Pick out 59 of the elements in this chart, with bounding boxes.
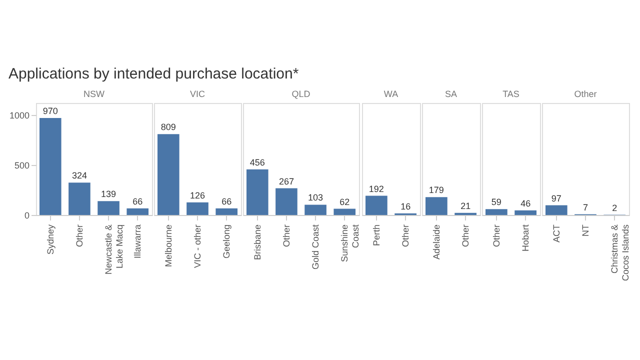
bar [246, 169, 268, 215]
x-tick-label: Illawarra [132, 224, 143, 259]
data-label: 66 [132, 196, 143, 206]
data-label: 21 [460, 200, 471, 211]
data-label: 97 [551, 193, 562, 204]
data-label: 46 [520, 198, 531, 208]
x-tick-label: NT [580, 224, 590, 236]
data-label: 59 [491, 197, 502, 208]
x-tick-label: Brisbane [252, 224, 262, 260]
y-tick-label: 0 [24, 210, 30, 220]
x-axis-title: VIC [190, 89, 206, 99]
x-tick-label: Perth [371, 224, 382, 246]
y-tick-label: 1000 [9, 110, 30, 120]
chart-title: Applications by intended purchase location* [8, 66, 299, 82]
data-label: 324 [72, 170, 87, 181]
data-label: 267 [278, 176, 294, 186]
x-axis-title: QLD [292, 89, 311, 99]
x-tick-label: Adelaide [431, 224, 442, 260]
data-label: 456 [250, 157, 265, 168]
data-label: 66 [222, 196, 232, 206]
data-label: 2 [612, 202, 618, 213]
x-axis-title: Other [574, 89, 597, 99]
x-axis-title: WA [384, 89, 398, 99]
data-label: 179 [428, 185, 444, 196]
x-axis-title: TAS [502, 89, 520, 99]
x-axis-title: SA [444, 89, 458, 99]
x-tick-label: Gold Coast [310, 224, 321, 270]
x-tick-label: Melbourne [163, 224, 174, 268]
x-tick-label: Other [460, 224, 471, 248]
x-tick-label: ACT [551, 224, 562, 242]
x-tick-label: Other [74, 224, 84, 248]
x-tick-label: Other [281, 224, 292, 248]
x-tick-label: Hobart [520, 224, 531, 252]
y-tick-label: 500 [14, 160, 30, 170]
data-label: 139 [101, 189, 116, 200]
x-tick-label: VIC - other [192, 224, 202, 268]
x-axis-title: NSW [84, 89, 105, 99]
bar [126, 208, 149, 215]
x-tick-label: Christmas & Cocos Islands [610, 224, 631, 282]
data-label: 62 [340, 196, 350, 207]
bar [68, 182, 90, 215]
data-label: 103 [308, 192, 324, 203]
bar [276, 188, 298, 215]
x-tick-label: Other [491, 224, 502, 248]
data-label: 970 [42, 106, 58, 116]
bar [334, 208, 356, 215]
x-tick-label: Other [400, 224, 411, 248]
x-tick-label: Sunshine Coast [340, 224, 361, 262]
bar [39, 118, 62, 215]
data-label: 192 [368, 184, 384, 194]
bar [98, 201, 120, 215]
x-tick-label: Sydney [45, 224, 56, 255]
x-tick-label: Geelong [222, 224, 232, 259]
data-label: 809 [160, 122, 176, 132]
data-label: 16 [400, 201, 411, 212]
data-label: 126 [190, 190, 206, 200]
data-label: 7 [582, 202, 588, 212]
x-tick-label: Newcastle & Lake Macq [104, 224, 125, 275]
bar [304, 204, 326, 215]
